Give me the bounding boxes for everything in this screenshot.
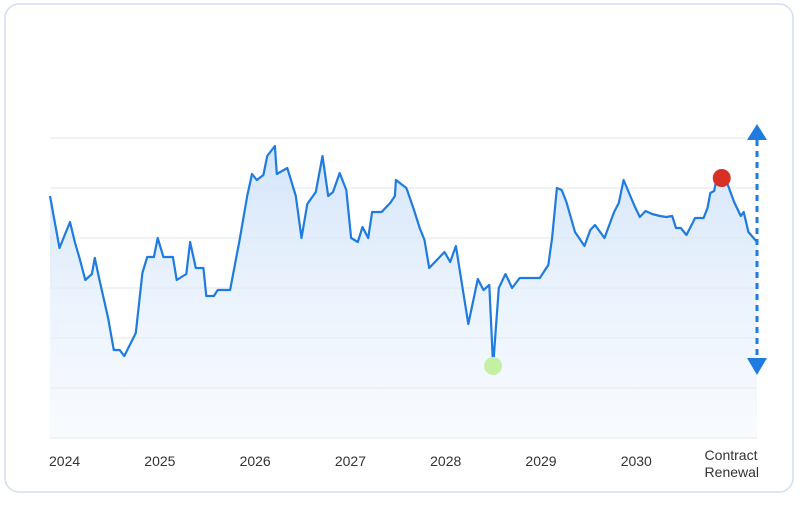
marker bbox=[712, 169, 731, 187]
marker bbox=[484, 357, 503, 375]
x-tick-label: 2026 bbox=[240, 453, 271, 469]
range-arrow bbox=[747, 124, 767, 375]
x-tick-text: Contract Renewal bbox=[704, 447, 760, 480]
x-tick-label: Contract Renewal bbox=[704, 447, 760, 480]
x-tick-label: 2028 bbox=[430, 453, 461, 469]
area-fill bbox=[50, 146, 757, 438]
x-tick-label: 2024 bbox=[49, 453, 80, 469]
x-tick-label: 2027 bbox=[335, 453, 366, 469]
line bbox=[48, 144, 758, 368]
x-tick-label: 2025 bbox=[144, 453, 175, 469]
x-tick-label: 2030 bbox=[621, 453, 652, 469]
x-tick-label: 2029 bbox=[525, 453, 556, 469]
